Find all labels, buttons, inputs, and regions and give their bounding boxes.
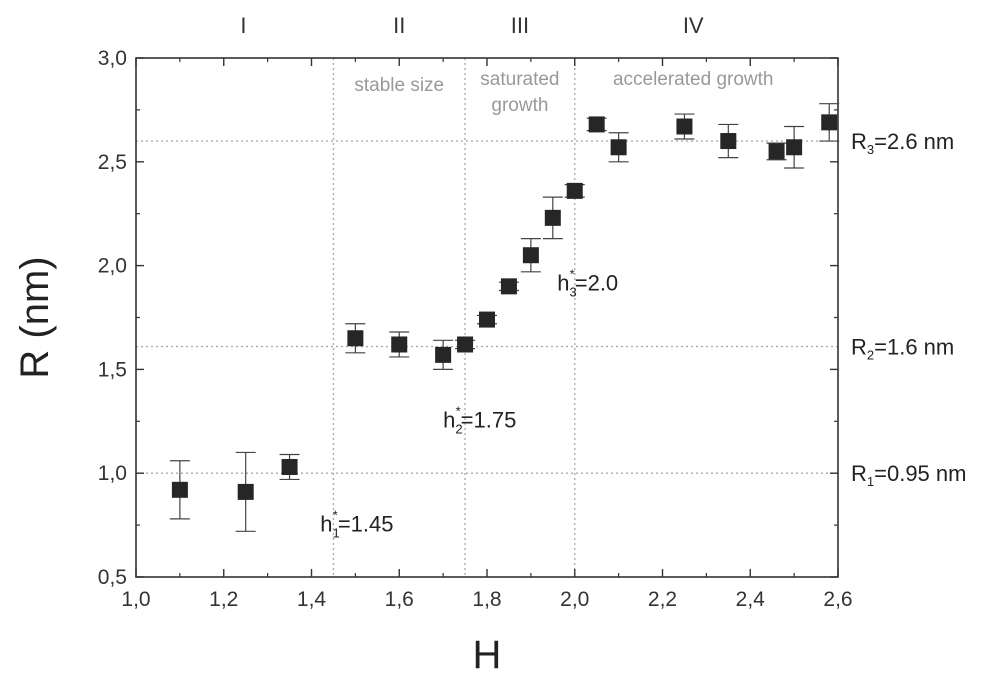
data-point bbox=[279, 453, 300, 481]
x-tick-label: 2,2 bbox=[648, 588, 677, 611]
data-point bbox=[608, 132, 629, 163]
threshold-label: h3*=2.0 bbox=[557, 267, 618, 300]
x-tick-label: 1,8 bbox=[472, 588, 501, 611]
level-label: R3=2.6 nm bbox=[851, 129, 954, 157]
data-point bbox=[389, 331, 410, 358]
data-point bbox=[345, 323, 366, 354]
data-point bbox=[169, 460, 190, 520]
square-marker bbox=[588, 116, 605, 133]
square-marker bbox=[566, 182, 583, 199]
y-tick-label: 0,5 bbox=[98, 566, 127, 589]
square-marker bbox=[347, 330, 364, 347]
region-description: accelerated growth bbox=[613, 69, 774, 90]
square-marker bbox=[457, 336, 474, 353]
x-tick-label: 2,0 bbox=[560, 588, 589, 611]
square-marker bbox=[391, 336, 408, 353]
y-tick-label: 1,5 bbox=[98, 358, 127, 381]
x-tick-label: 1,2 bbox=[209, 588, 238, 611]
square-marker bbox=[281, 458, 298, 475]
y-tick-label: 3,0 bbox=[98, 47, 127, 70]
data-points bbox=[169, 103, 840, 532]
level-label: R2=1.6 nm bbox=[851, 335, 954, 363]
square-marker bbox=[237, 483, 254, 500]
square-marker bbox=[676, 118, 693, 135]
x-tick-label: 2,6 bbox=[823, 588, 852, 611]
region-label: IV bbox=[683, 13, 704, 38]
square-marker bbox=[171, 481, 188, 498]
x-tick-label: 2,4 bbox=[736, 588, 766, 611]
y-tick-label: 1,0 bbox=[98, 462, 127, 485]
data-point bbox=[235, 451, 256, 532]
square-marker bbox=[544, 209, 561, 226]
annotations: h1*=1.45 h2*=1.75 h3*=2.0 R1=0.95 nm R2=1.6 … bbox=[320, 129, 966, 540]
data-point bbox=[455, 336, 476, 353]
data-point bbox=[564, 182, 585, 199]
data-point bbox=[520, 238, 541, 273]
y-axis: 0,5 1,0 1,5 2,0 2,5 3,0 bbox=[98, 47, 838, 589]
data-point bbox=[433, 339, 454, 370]
x-tick-label: 1,4 bbox=[297, 588, 327, 611]
square-marker bbox=[479, 311, 495, 328]
square-marker bbox=[435, 346, 452, 363]
x-axis-title: H bbox=[473, 633, 502, 674]
square-marker bbox=[500, 278, 517, 295]
data-point bbox=[477, 311, 497, 328]
region-description: stable size bbox=[354, 75, 444, 96]
level-label: R1=0.95 nm bbox=[851, 461, 966, 489]
threshold-label: h2*=1.75 bbox=[443, 404, 516, 437]
y-tick-label: 2,0 bbox=[98, 255, 127, 278]
data-point bbox=[498, 278, 519, 295]
threshold-label: h1*=1.45 bbox=[320, 507, 393, 540]
y-axis-title: R (nm) bbox=[13, 256, 57, 378]
region-label: III bbox=[511, 13, 529, 38]
data-point bbox=[784, 125, 805, 169]
region-label: II bbox=[393, 13, 405, 38]
data-point bbox=[586, 116, 607, 133]
square-marker bbox=[821, 114, 838, 131]
square-marker bbox=[720, 133, 737, 150]
x-tick-label: 1,0 bbox=[121, 588, 150, 611]
y-tick-label: 2,5 bbox=[98, 151, 127, 174]
square-marker bbox=[768, 143, 785, 160]
data-point bbox=[718, 123, 739, 159]
region-description: saturated bbox=[480, 69, 559, 90]
data-point bbox=[542, 196, 563, 240]
x-tick-label: 1,6 bbox=[385, 588, 414, 611]
square-marker bbox=[786, 139, 803, 156]
square-marker bbox=[610, 139, 627, 156]
data-point bbox=[819, 103, 840, 142]
region-description: growth bbox=[491, 95, 548, 116]
data-point bbox=[674, 113, 695, 140]
data-point bbox=[766, 142, 787, 161]
square-marker bbox=[522, 247, 539, 264]
x-axis: 1,0 1,2 1,4 1,6 1,8 2,0 2,2 2,4 2,6 bbox=[121, 58, 853, 611]
region-label: I bbox=[240, 13, 246, 38]
